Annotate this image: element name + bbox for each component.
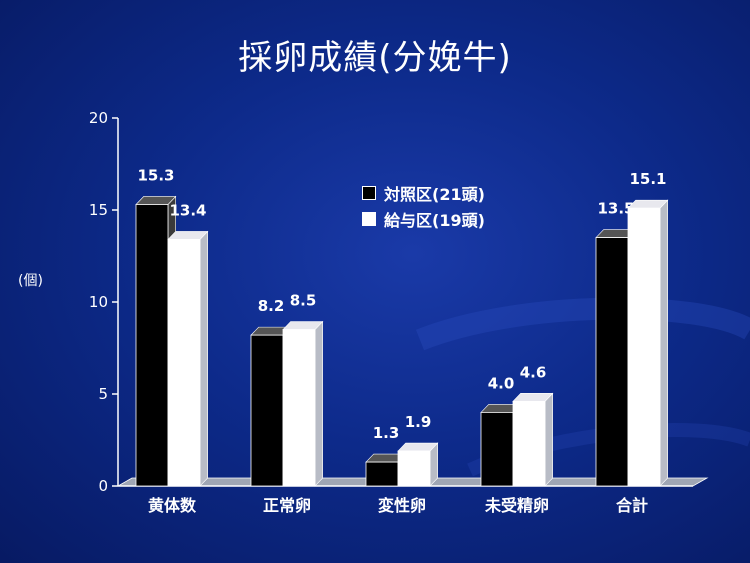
category-label: 正常卵 (263, 496, 311, 515)
data-label-treatment-3: 4.6 (520, 363, 547, 381)
chart-title: 採卵成績(分娩牛) (238, 38, 512, 78)
bar-treatment-4-side (659, 199, 669, 487)
y-tick-label: 10 (89, 293, 108, 311)
category-label: 未受精卵 (484, 496, 549, 515)
data-label-treatment-4: 15.1 (629, 170, 666, 188)
bar-treatment-1-side (314, 320, 324, 487)
bar-treatment-1 (282, 329, 316, 487)
bar-treatment-3-side (544, 392, 554, 487)
bar-treatment-0-side (199, 230, 208, 487)
y-tick-label: 0 (98, 477, 108, 495)
data-label-control-1: 8.2 (258, 297, 285, 315)
legend-item-control: 対照区(21頭) (362, 181, 485, 205)
bar-control-1 (250, 334, 284, 487)
legend-item-treatment: 給与区(19頭) (362, 207, 485, 231)
y-axis-label: (個) (18, 273, 43, 289)
y-tick-label: 20 (89, 109, 108, 127)
data-label-control-3: 4.0 (488, 374, 515, 392)
data-label-control-4: 13.5 (597, 200, 634, 218)
category-label: 合計 (616, 496, 648, 515)
bar-treatment-3 (512, 400, 546, 487)
legend-label-control: 対照区(21頭) (384, 185, 485, 204)
bar-treatment-2 (397, 450, 431, 487)
data-label-treatment-1: 8.5 (290, 292, 317, 310)
category-label: 変性卵 (378, 496, 426, 515)
legend-swatch-control (362, 186, 376, 200)
bar-control-4 (595, 237, 629, 487)
legend-label-treatment: 給与区(19頭) (384, 211, 485, 230)
bar-control-2 (365, 461, 399, 487)
y-tick-label: 5 (98, 385, 108, 403)
data-label-control-0: 15.3 (137, 166, 174, 184)
category-label: 黄体数 (148, 496, 197, 515)
bar-treatment-0 (167, 239, 201, 487)
data-label-treatment-2: 1.9 (405, 413, 432, 431)
data-label-treatment-0: 13.4 (169, 201, 206, 219)
bar-control-0 (135, 204, 169, 487)
bar-treatment-4 (627, 207, 661, 487)
legend-swatch-treatment (362, 212, 376, 226)
data-label-control-2: 1.3 (373, 424, 400, 442)
y-tick-label: 15 (89, 201, 108, 219)
bar-control-3 (480, 411, 514, 487)
